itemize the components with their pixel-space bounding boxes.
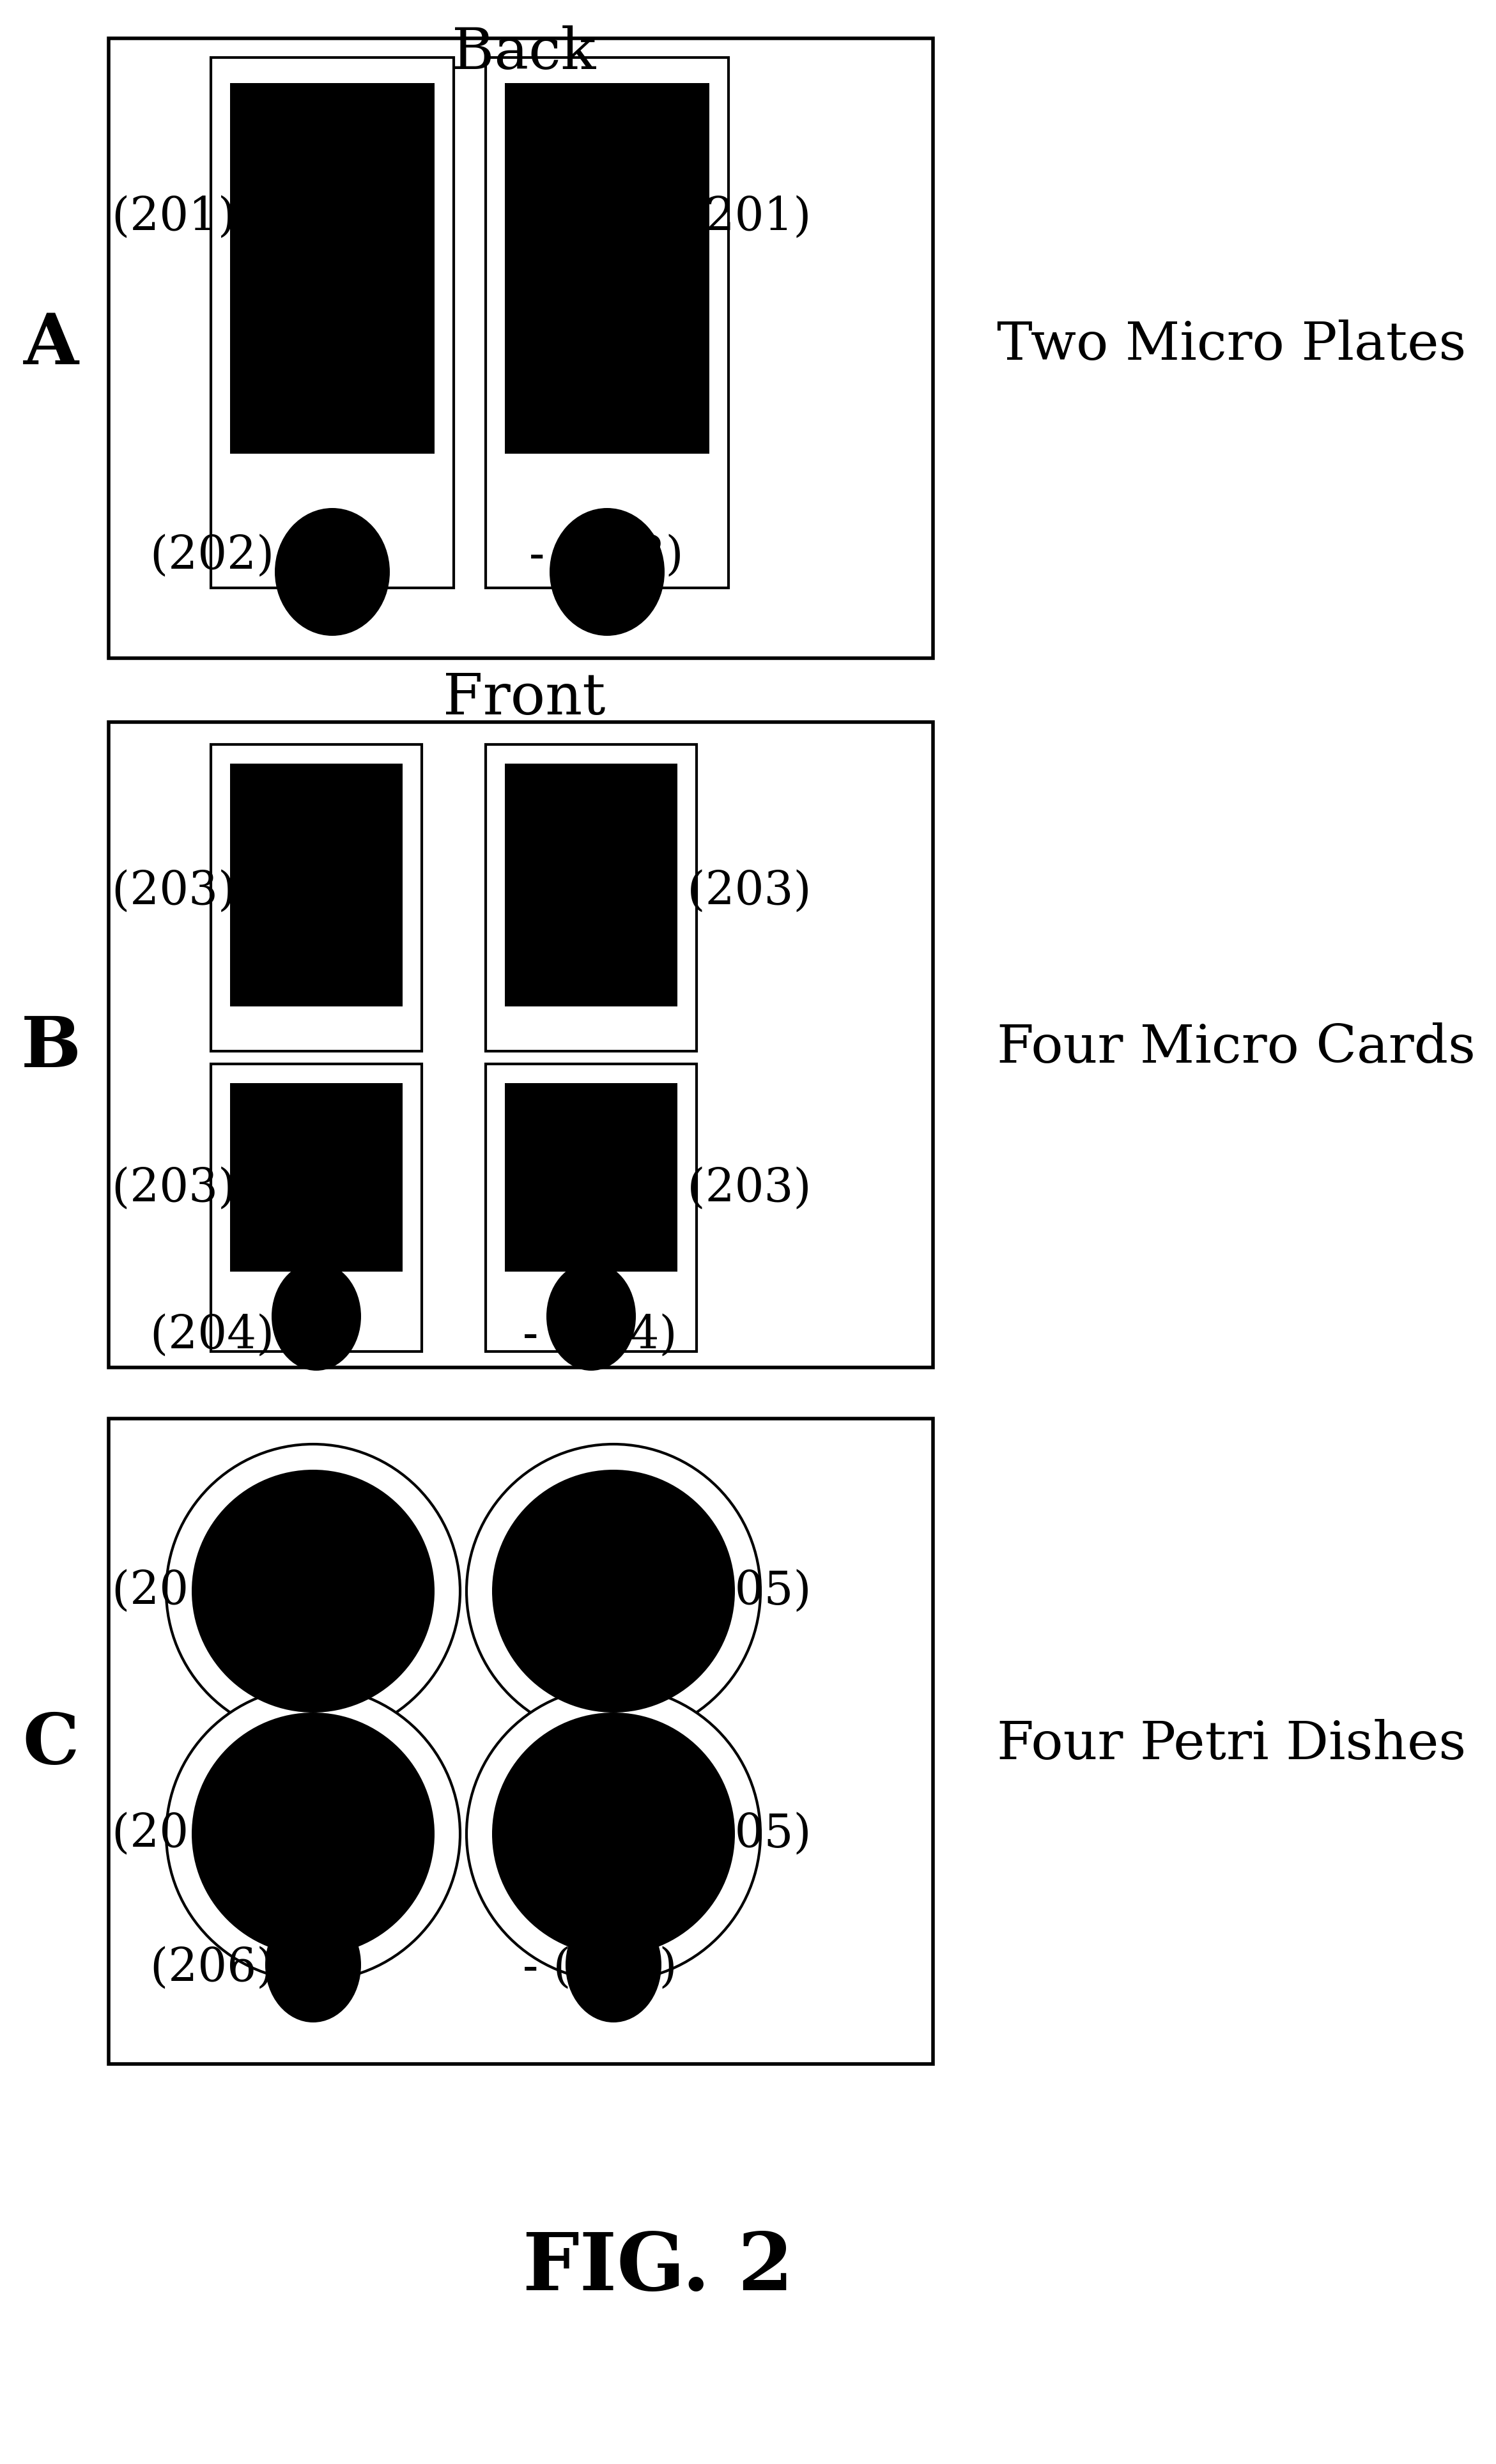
Ellipse shape	[191, 1712, 434, 1956]
Ellipse shape	[272, 1262, 361, 1370]
Bar	[211, 57, 453, 589]
Text: Two Micro Plates: Two Micro Plates	[996, 320, 1466, 370]
Ellipse shape	[166, 1688, 461, 1981]
Text: - (205): - (205)	[657, 1811, 812, 1855]
Text: C: C	[22, 1710, 79, 1779]
Text: (205) -: (205) -	[112, 1811, 266, 1855]
Text: Four Petri Dishes: Four Petri Dishes	[996, 1720, 1466, 1769]
Ellipse shape	[467, 1444, 760, 1737]
Text: Four Micro Cards: Four Micro Cards	[996, 1023, 1475, 1074]
Bar	[504, 84, 709, 453]
Bar	[230, 84, 434, 453]
Text: (202) -: (202) -	[150, 532, 305, 579]
Text: - (203): - (203)	[657, 870, 812, 914]
Text: - (203): - (203)	[657, 1165, 812, 1212]
Text: B: B	[21, 1013, 81, 1082]
Text: (205) -: (205) -	[112, 1570, 266, 1614]
Text: (203) -: (203) -	[112, 1165, 266, 1212]
Text: - (204): - (204)	[524, 1313, 678, 1358]
Bar	[486, 1064, 697, 1350]
Ellipse shape	[546, 1262, 636, 1370]
Bar	[504, 1084, 678, 1271]
Bar	[109, 722, 934, 1368]
Text: Back: Back	[452, 25, 595, 81]
Bar	[109, 39, 934, 658]
Text: A: A	[24, 310, 79, 379]
Text: (206) -: (206) -	[150, 1947, 305, 1991]
Bar	[486, 57, 729, 589]
Ellipse shape	[467, 1688, 760, 1981]
Text: (204) -: (204) -	[150, 1313, 305, 1358]
Bar	[109, 1419, 934, 2065]
Ellipse shape	[275, 508, 390, 636]
Ellipse shape	[166, 1444, 461, 1737]
Bar	[486, 744, 697, 1052]
Text: - (205): - (205)	[657, 1570, 812, 1614]
Text: - (201): - (201)	[657, 195, 812, 239]
Ellipse shape	[492, 1712, 735, 1956]
Text: Front: Front	[443, 670, 606, 727]
Text: - (202): - (202)	[530, 532, 684, 579]
Bar	[504, 764, 678, 1005]
Bar	[211, 1064, 422, 1350]
Bar	[211, 744, 422, 1052]
Ellipse shape	[565, 1907, 661, 2023]
Text: FIG. 2: FIG. 2	[524, 2230, 793, 2306]
Ellipse shape	[191, 1469, 434, 1712]
Ellipse shape	[492, 1469, 735, 1712]
Text: - (206): - (206)	[524, 1947, 678, 1991]
Text: (203) -: (203) -	[112, 870, 266, 914]
Ellipse shape	[549, 508, 664, 636]
Bar	[230, 1084, 402, 1271]
Text: (201) -: (201) -	[112, 195, 266, 239]
Ellipse shape	[265, 1907, 361, 2023]
Bar	[230, 764, 402, 1005]
